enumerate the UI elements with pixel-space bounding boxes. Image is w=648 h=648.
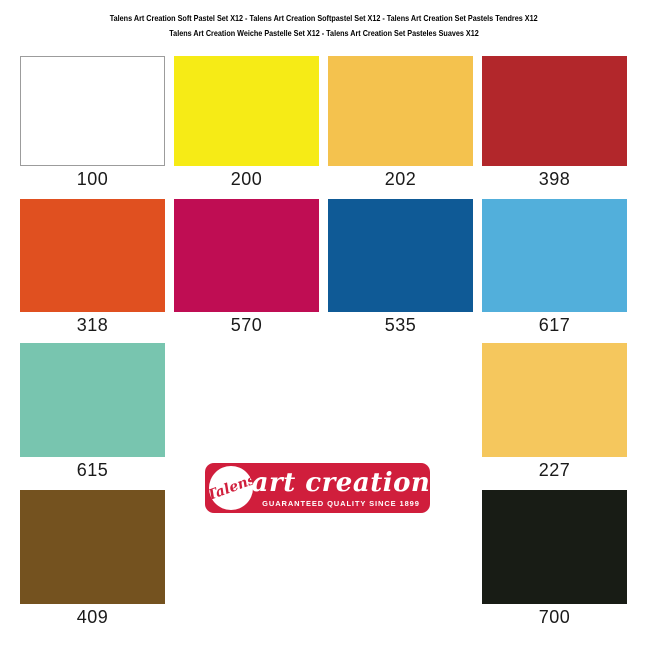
talens-script-text: Talens	[209, 471, 253, 505]
swatch-cell-535: 535	[328, 199, 473, 335]
logo-text-block: art creation GUARANTEED QUALITY SINCE 18…	[252, 463, 430, 513]
color-swatch-318	[20, 199, 165, 312]
swatch-code-label: 535	[384, 315, 417, 335]
product-title-header: Talens Art Creation Soft Pastel Set X12 …	[0, 8, 648, 38]
swatch-code-label: 409	[76, 607, 109, 627]
swatch-cell-398: 398	[482, 56, 627, 189]
swatch-cell-409: 409	[20, 490, 165, 627]
swatch-cell-700: 700	[482, 490, 627, 627]
color-swatch-409	[20, 490, 165, 604]
swatch-cell-202: 202	[328, 56, 473, 189]
swatch-code-label: 570	[230, 315, 263, 335]
color-swatch-200	[174, 56, 319, 166]
swatch-code-label: 617	[538, 315, 571, 335]
talens-roundel-icon: Talens	[209, 466, 253, 510]
color-swatch-570	[174, 199, 319, 312]
color-swatch-615	[20, 343, 165, 457]
color-swatch-202	[328, 56, 473, 166]
color-swatch-617	[482, 199, 627, 312]
swatch-cell-617: 617	[482, 199, 627, 335]
color-swatch-398	[482, 56, 627, 166]
swatch-code-label: 615	[76, 460, 109, 480]
swatch-code-label: 398	[538, 169, 571, 189]
swatch-code-label: 202	[384, 169, 417, 189]
color-swatch-535	[328, 199, 473, 312]
title-line-1: Talens Art Creation Soft Pastel Set X12 …	[110, 13, 538, 23]
logo-tagline: GUARANTEED QUALITY SINCE 1899	[262, 498, 420, 508]
swatch-code-label: 700	[538, 607, 571, 627]
swatch-cell-100: 100	[20, 56, 165, 189]
swatch-code-label: 318	[76, 315, 109, 335]
swatch-code-label: 227	[538, 460, 571, 480]
swatch-cell-200: 200	[174, 56, 319, 189]
swatch-cell-318: 318	[20, 199, 165, 335]
color-swatch-700	[482, 490, 627, 604]
swatch-cell-570: 570	[174, 199, 319, 335]
color-swatch-227	[482, 343, 627, 457]
color-swatch-100	[20, 56, 165, 166]
swatch-code-label: 200	[230, 169, 263, 189]
swatch-cell-227: 227	[482, 343, 627, 480]
art-creation-brand-logo: Talens art creation GUARANTEED QUALITY S…	[205, 463, 430, 513]
swatch-code-label: 100	[76, 169, 109, 189]
logo-title-script: art creation	[251, 467, 431, 498]
title-line-2: Talens Art Creation Weiche Pastelle Set …	[169, 28, 479, 38]
swatch-cell-615: 615	[20, 343, 165, 480]
